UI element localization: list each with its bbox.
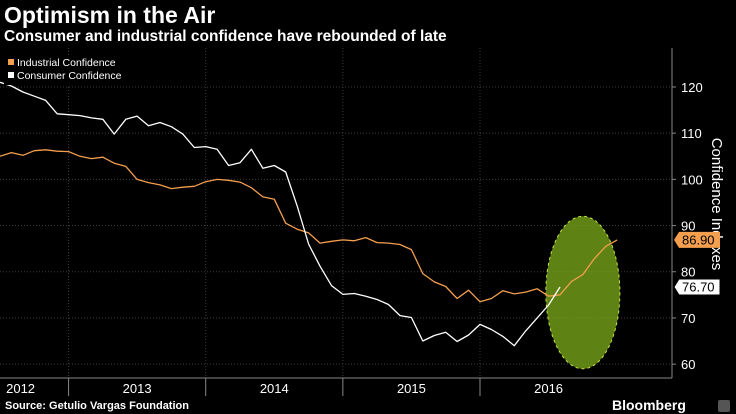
- x-tick-labels: 2012 2013 2014 2015 2016: [6, 381, 563, 396]
- source-note: Source: Getulio Vargas Foundation: [5, 400, 189, 412]
- chart-title: Optimism in the Air: [4, 2, 216, 28]
- y-tick-label-80: 80: [681, 265, 695, 280]
- highlight-layer: [545, 215, 621, 370]
- y-tick-label-60: 60: [681, 357, 695, 372]
- x-tick-label-2015: 2015: [397, 381, 426, 396]
- legend-label-industrial: Industrial Confidence: [17, 57, 116, 69]
- series-line-consumer: [0, 81, 561, 347]
- x-tick-label-2012: 2012: [6, 381, 35, 396]
- last-value-labels: 86.90 76.70: [673, 231, 721, 296]
- legend-background: [4, 55, 132, 85]
- y-tick-labels: 60 70 80 90 100 110 120: [681, 80, 703, 372]
- y-tick-label-90: 90: [681, 219, 695, 234]
- y-tick-label-70: 70: [681, 311, 695, 326]
- y-tick-label-110: 110: [681, 126, 702, 141]
- consumer-last-value: 76.70: [673, 278, 721, 296]
- recent-rebound-highlight: [545, 215, 621, 370]
- y-tick-label-120: 120: [681, 80, 703, 95]
- industrial-value-text: 86.90: [682, 232, 715, 247]
- consumer-value-tag: [673, 278, 721, 296]
- axes: [0, 48, 673, 379]
- x-tick-label-2013: 2013: [123, 381, 152, 396]
- legend-label-consumer: Consumer Confidence: [17, 70, 122, 82]
- legend: Industrial Confidence Consumer Confidenc…: [4, 55, 132, 85]
- x-tick-label-2014: 2014: [260, 381, 289, 396]
- series-layer: [0, 81, 618, 347]
- industrial-last-value: 86.90: [674, 231, 720, 248]
- bloomberg-logo: Bloomberg: [612, 397, 686, 413]
- legend-swatch-industrial: [8, 59, 14, 65]
- y-tick-label-100: 100: [681, 172, 703, 187]
- y-axis-title: Confidence Indexes: [708, 138, 725, 271]
- chart-subtitle: Consumer and industrial confidence have …: [4, 28, 447, 45]
- gridlines: [0, 48, 676, 396]
- legend-swatch-consumer: [8, 72, 14, 78]
- x-tick-label-2016: 2016: [534, 381, 563, 396]
- industrial-value-tag: [674, 231, 720, 248]
- consumer-value-text: 76.70: [682, 279, 715, 294]
- series-line-industrial: [0, 149, 618, 303]
- bloomberg-badge-icon: [718, 400, 730, 412]
